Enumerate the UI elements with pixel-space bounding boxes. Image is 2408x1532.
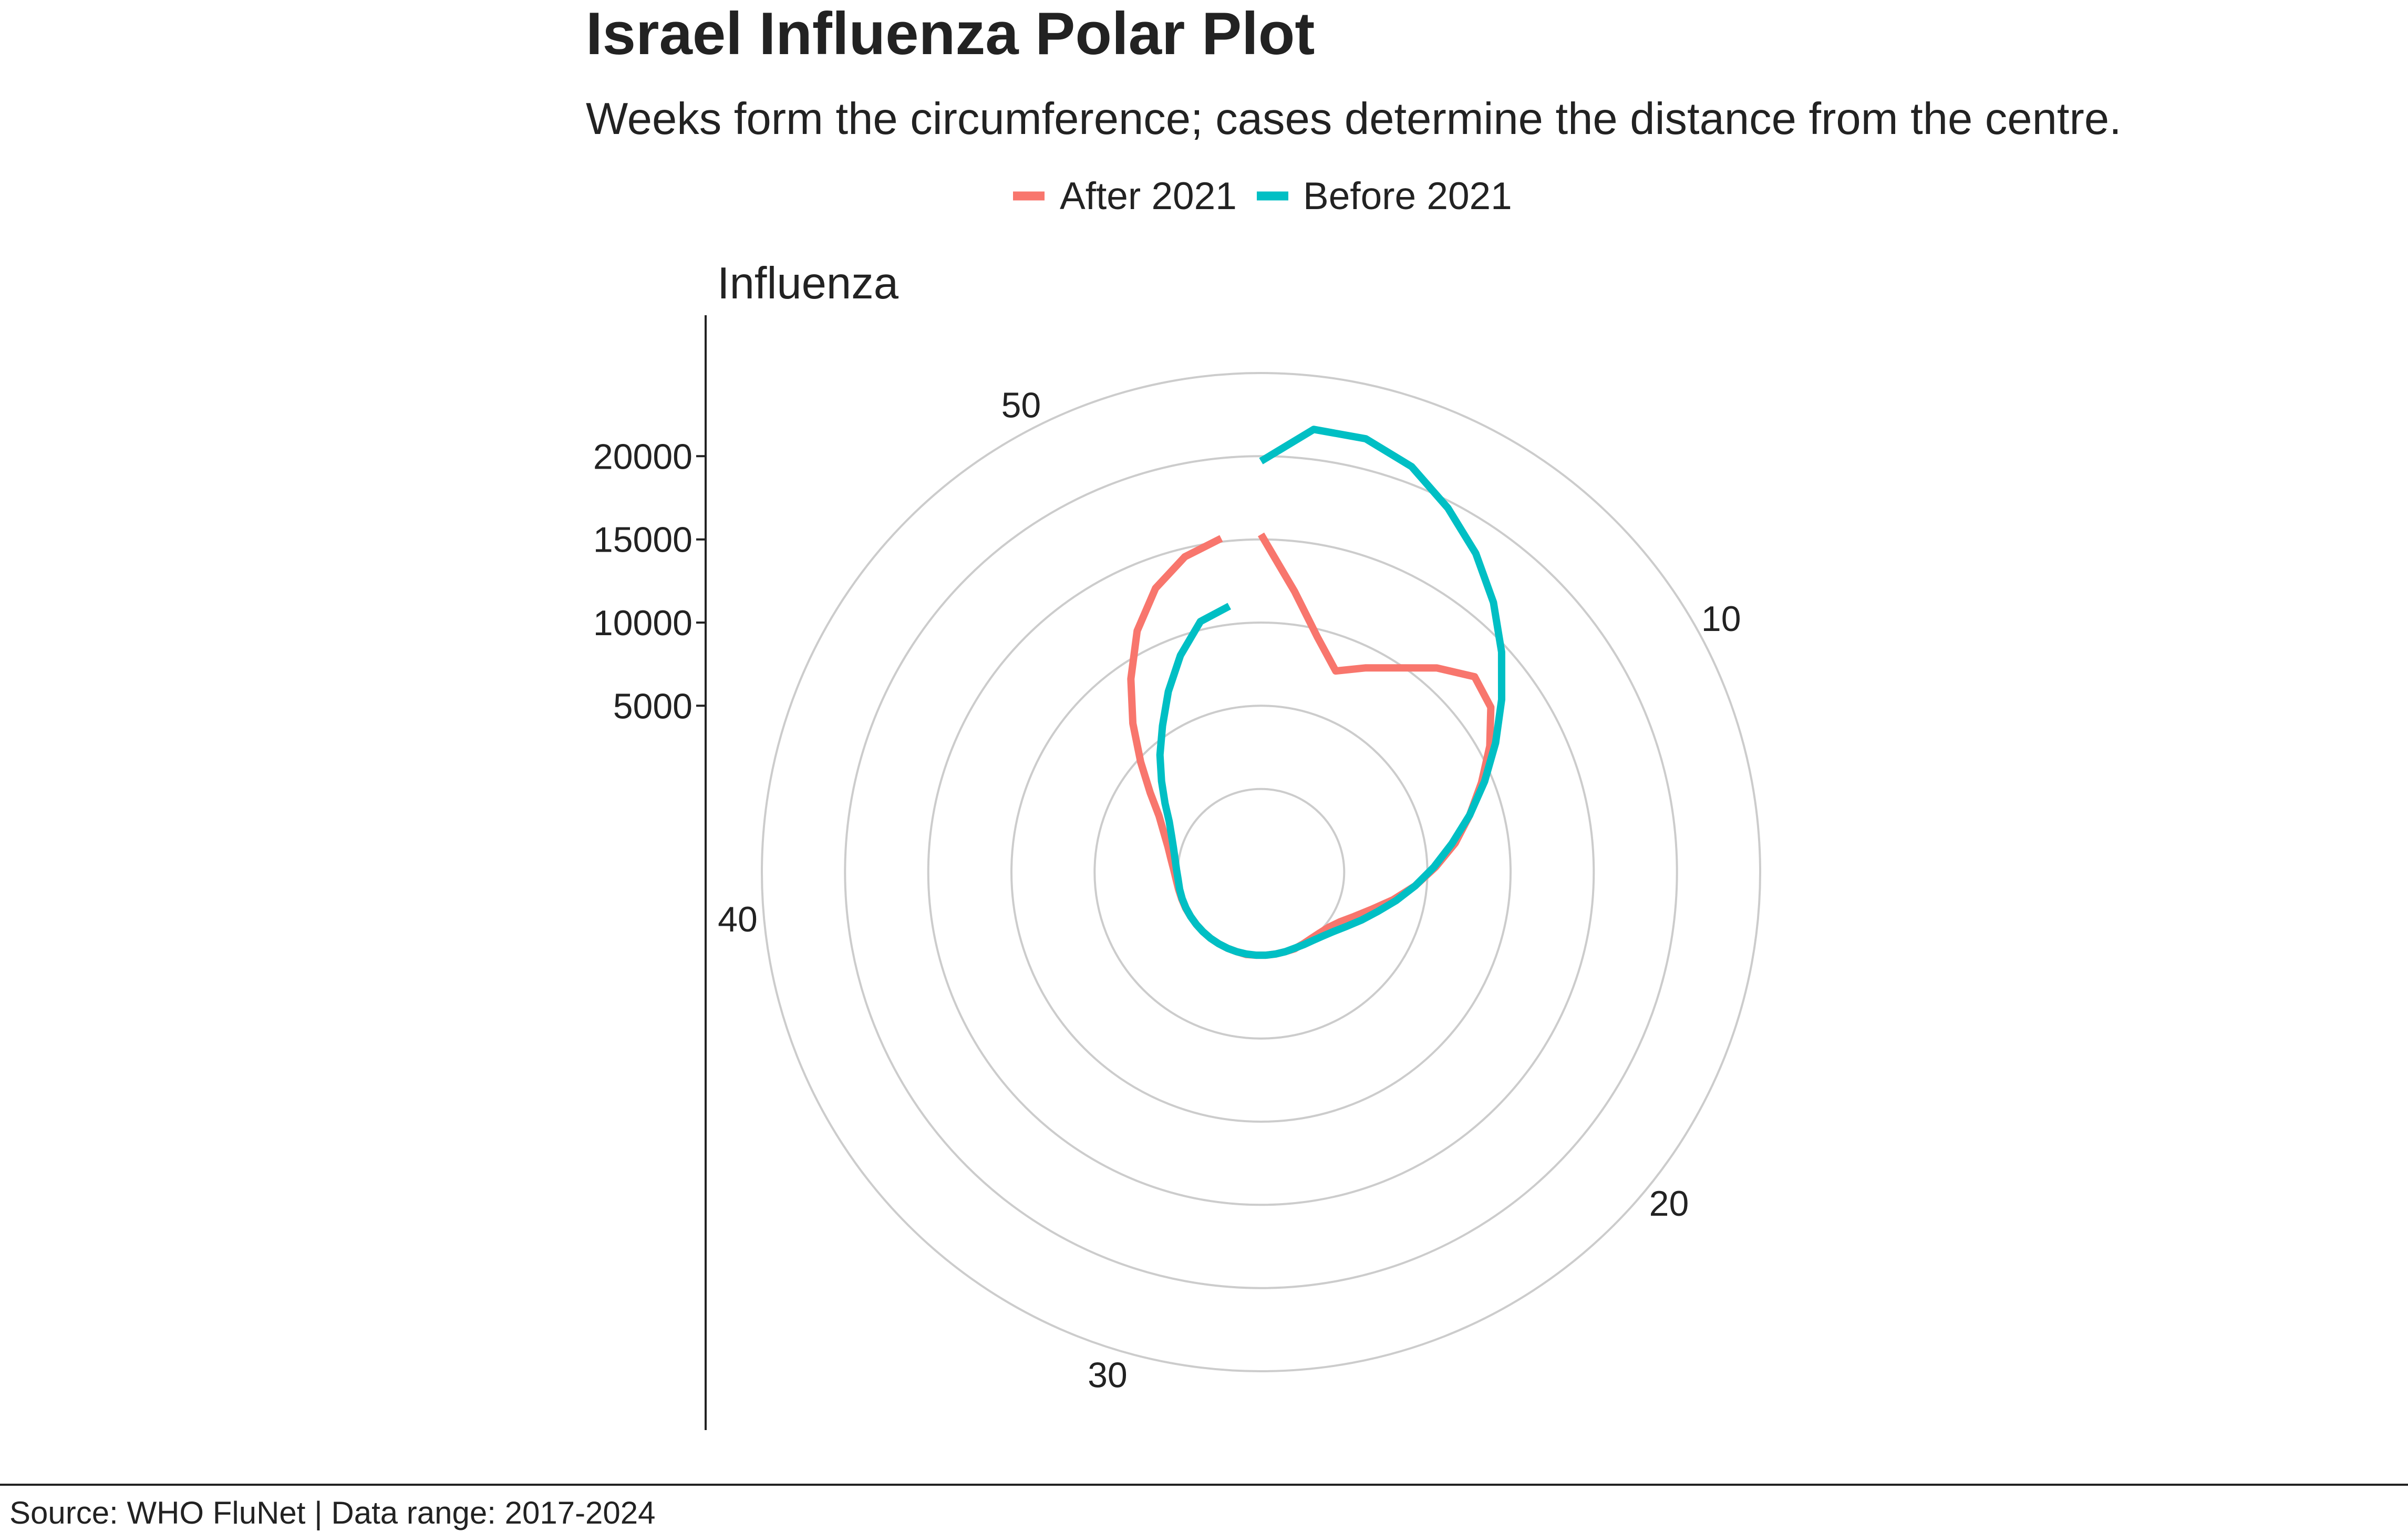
legend-label-after-2021: After 2021 [1060,175,1237,218]
caption: Source: WHO FluNet | Data range: 2017-20… [9,1495,656,1530]
chart-title: Israel Influenza Polar Plot [586,1,1315,67]
y-axis-ticks: 5000 10000 15000 20000 [593,437,706,726]
week-label-50: 50 [1001,385,1041,425]
y-tick-label-10000: 10000 [593,603,693,643]
week-label-30: 30 [1088,1355,1128,1395]
chart-subtitle: Weeks form the circumference; cases dete… [586,94,2122,144]
grid-ring-5000 [1093,705,1429,1040]
series-line-after-2021 [1127,532,1495,959]
series-lines [1127,426,1505,959]
polar-grid [761,372,1761,1372]
week-label-10: 10 [1701,599,1741,639]
grid-ring-25000 [761,372,1761,1372]
series-line-before-2021 [1156,426,1505,959]
grid-ring-10000 [1010,622,1512,1123]
week-label-40: 40 [718,899,758,939]
legend-label-before-2021: Before 2021 [1303,175,1512,218]
angle-axis-labels: 10 20 30 40 50 [718,385,1741,1395]
y-axis-title: Influenza [717,258,899,308]
week-label-20: 20 [1649,1184,1689,1224]
legend: After 2021 Before 2021 [1013,175,1512,218]
y-tick-label-15000: 15000 [593,520,693,560]
y-tick-label-20000: 20000 [593,437,693,477]
y-tick-label-5000: 5000 [613,686,693,726]
grid-ring-20000 [844,455,1678,1289]
grid-ring-15000 [927,538,1595,1206]
